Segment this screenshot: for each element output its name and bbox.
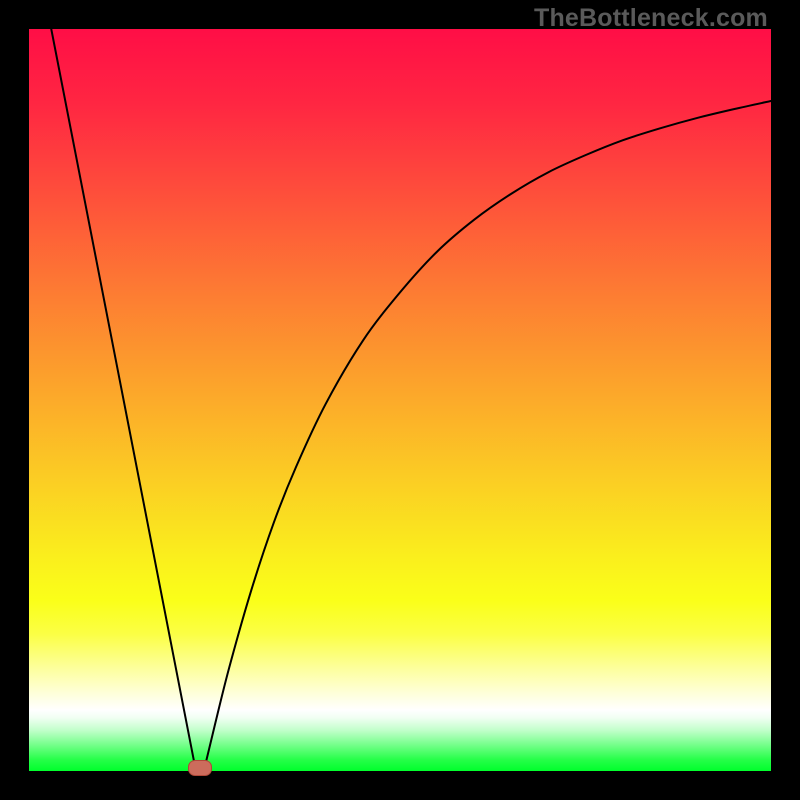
chart-container: TheBottleneck.com [0, 0, 800, 800]
bottleneck-curve [29, 29, 771, 771]
optimum-marker [188, 760, 212, 776]
plot-area [29, 29, 771, 771]
